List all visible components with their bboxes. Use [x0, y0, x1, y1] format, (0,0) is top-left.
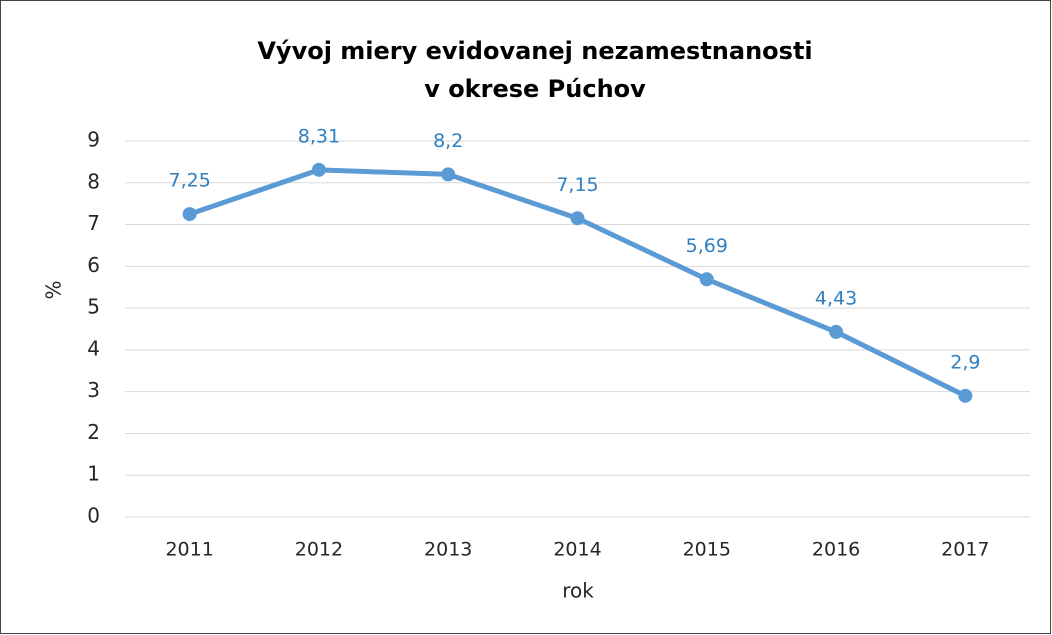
y-tick-label: 4 [87, 336, 100, 360]
data-point [311, 162, 326, 177]
x-tick-label: 2012 [295, 539, 343, 561]
data-label: 5,69 [686, 235, 728, 257]
data-label: 7,25 [168, 170, 210, 192]
x-tick-label: 2014 [553, 539, 601, 561]
y-tick-label: 8 [87, 169, 100, 193]
x-tick-label: 2011 [165, 539, 213, 561]
y-tick-label: 2 [87, 420, 100, 444]
data-label: 8,2 [433, 130, 463, 152]
x-tick-label: 2016 [812, 539, 860, 561]
chart-title: v okrese Púchov [424, 75, 646, 103]
y-tick-label: 3 [87, 378, 100, 402]
data-point [829, 324, 844, 339]
data-label: 8,31 [298, 125, 340, 147]
x-tick-label: 2013 [424, 539, 472, 561]
y-tick-label: 0 [87, 504, 100, 528]
x-tick-label: 2015 [683, 539, 731, 561]
data-label: 2,9 [950, 351, 980, 373]
x-tick-label: 2017 [941, 539, 989, 561]
chart-title: Vývoj miery evidovanej nezamestnanosti [257, 37, 812, 65]
data-point [958, 388, 973, 403]
y-tick-label: 9 [87, 128, 100, 152]
y-tick-label: 5 [87, 295, 100, 319]
data-point [441, 167, 456, 182]
y-tick-label: 7 [87, 211, 100, 235]
y-axis-label: % [42, 280, 66, 299]
data-label: 7,15 [556, 174, 598, 196]
data-point [699, 272, 714, 287]
y-tick-label: 1 [87, 462, 100, 486]
data-label: 4,43 [815, 287, 857, 309]
y-tick-label: 6 [87, 253, 100, 277]
data-point [182, 207, 197, 222]
x-axis-label: rok [562, 579, 594, 603]
data-point [570, 211, 585, 226]
